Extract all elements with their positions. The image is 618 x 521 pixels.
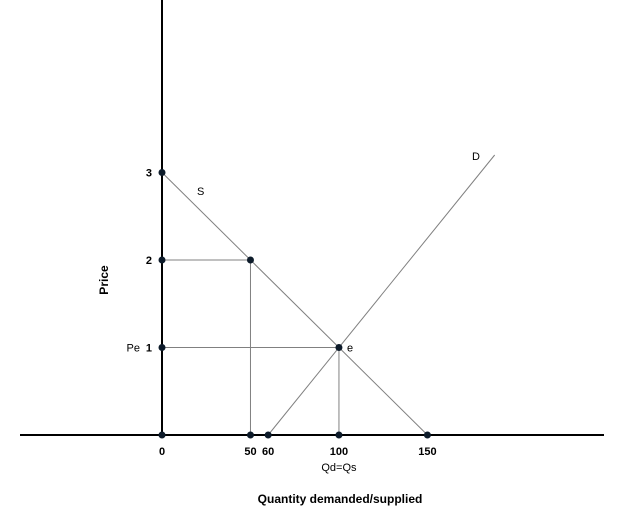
equilibrium-price-label: Pe [127, 343, 140, 355]
y-tick-label-2: 2 [146, 255, 152, 267]
data-point-5 [158, 431, 166, 439]
guide-lines [162, 259, 340, 435]
x-tick-label-60: 60 [262, 446, 274, 458]
data-point-7 [264, 431, 272, 439]
tick-labels: 0 50 60 100 150 1 2 3 [146, 168, 437, 459]
data-point-2 [158, 344, 166, 351]
data-point-1 [158, 256, 166, 264]
s-curve-label: S [197, 186, 204, 198]
y-axis-title: Price [97, 265, 111, 295]
curves [161, 154, 496, 436]
curve-labels: S De Pe [127, 151, 480, 355]
data-point-4 [335, 344, 343, 351]
y-tick-label-3: 3 [146, 168, 152, 180]
d-curve [267, 154, 496, 436]
x-axis-extra-label: Qd=Qs [321, 462, 357, 474]
equilibrium-label: e [347, 343, 353, 355]
x-axis-title: Quantity demanded/supplied [258, 492, 423, 506]
data-point-0 [158, 169, 166, 176]
d-curve-label: D [472, 151, 480, 163]
x-tick-label-100: 100 [330, 446, 348, 458]
data-point-8 [335, 431, 343, 439]
x-tick-label-0: 0 [159, 446, 165, 458]
data-point-9 [423, 431, 431, 439]
s-curve [161, 172, 428, 436]
data-point-3 [246, 256, 254, 264]
x-tick-label-50: 50 [244, 446, 256, 458]
x-tick-label-150: 150 [418, 446, 436, 458]
y-tick-label-1: 1 [146, 343, 152, 355]
highlight-dashed-lines [162, 0, 618, 435]
data-points [158, 169, 431, 439]
data-point-6 [246, 431, 254, 439]
